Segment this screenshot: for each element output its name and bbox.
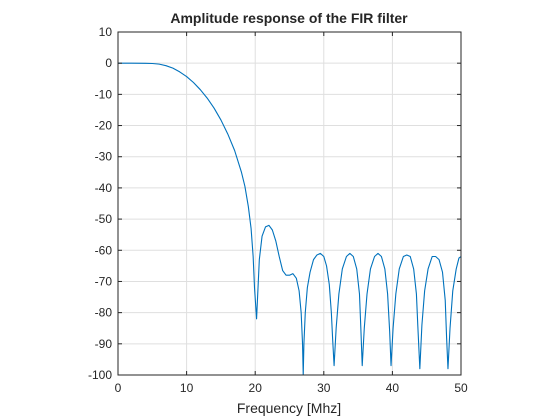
x-tick-label: 20 — [249, 381, 263, 395]
y-tick-label: -10 — [95, 87, 113, 101]
y-tick-label: -30 — [95, 150, 113, 164]
x-tick-label: 50 — [454, 381, 468, 395]
y-tick-label: -20 — [95, 119, 113, 133]
x-tick-label: 0 — [115, 381, 122, 395]
x-axis-label: Frequency [Mhz] — [237, 400, 341, 416]
y-tick-label: -60 — [95, 243, 113, 257]
x-tick-label: 30 — [317, 381, 331, 395]
x-tick-label: 10 — [180, 381, 194, 395]
y-tick-label: 10 — [99, 25, 113, 39]
y-tick-label: -100 — [88, 368, 112, 382]
plot-area-border — [118, 32, 461, 375]
x-tick-label: 40 — [386, 381, 400, 395]
grid — [118, 32, 461, 375]
y-tick-label: -50 — [95, 212, 113, 226]
y-tick-label: -80 — [95, 306, 113, 320]
y-tick-label: -40 — [95, 181, 113, 195]
axis-ticks: 0 10 20 30 40 50-100-90-80-70-60-50-40-30-20-… — [88, 25, 468, 395]
y-tick-label: -90 — [95, 337, 113, 351]
y-tick-label: -70 — [95, 274, 113, 288]
y-tick-label: 0 — [105, 56, 112, 70]
chart-title: Amplitude response of the FIR filter — [170, 10, 408, 26]
